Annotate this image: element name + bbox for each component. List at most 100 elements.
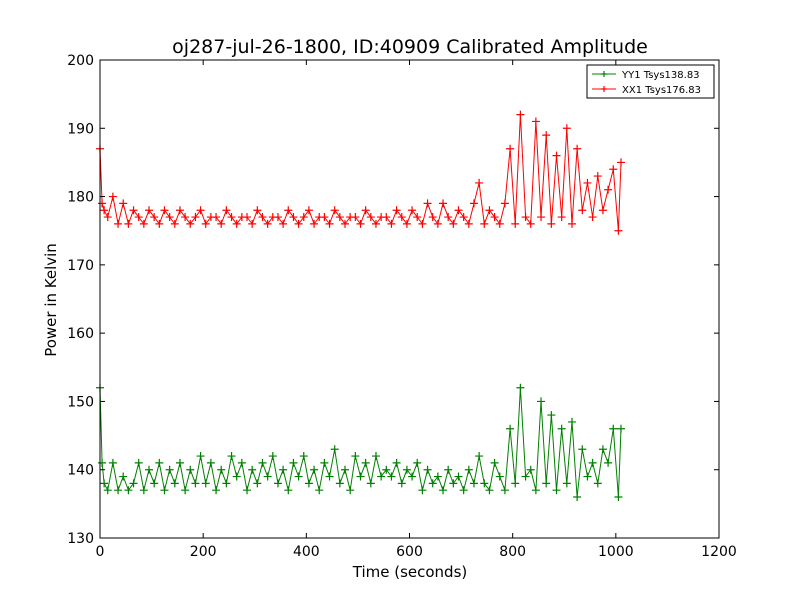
data-point: [160, 206, 169, 215]
data-point: [392, 206, 401, 215]
data-point: [531, 117, 540, 126]
data-point: [537, 397, 546, 406]
data-point: [310, 465, 319, 474]
x-tick-label: 0: [96, 544, 105, 560]
data-point: [335, 213, 344, 222]
data-point: [418, 486, 427, 495]
data-point: [294, 219, 303, 228]
y-tick-label: 200: [67, 53, 94, 69]
data-point: [495, 219, 504, 228]
data-point: [439, 486, 448, 495]
data-point: [356, 472, 365, 481]
x-axis-label: Time (seconds): [352, 563, 468, 581]
data-point: [521, 213, 530, 222]
data-point: [542, 131, 551, 140]
data-point: [341, 465, 350, 474]
data-point: [588, 213, 597, 222]
data-point: [304, 206, 313, 215]
data-point: [170, 219, 179, 228]
y-tick-label: 130: [67, 531, 94, 547]
data-point: [273, 479, 282, 488]
data-point: [573, 493, 582, 502]
data-point: [506, 424, 515, 433]
data-point: [464, 219, 473, 228]
y-tick-label: 140: [67, 463, 94, 479]
series-line-1: [99, 114, 622, 231]
data-point: [526, 219, 535, 228]
data-point: [310, 219, 319, 228]
x-tick-label: 1000: [598, 544, 634, 560]
data-point: [449, 479, 458, 488]
legend-swatch-marker: [601, 71, 607, 77]
data-point: [392, 458, 401, 467]
data-point: [418, 219, 427, 228]
data-point: [408, 472, 417, 481]
y-tick-label: 180: [67, 190, 94, 206]
data-point: [222, 206, 231, 215]
x-tick-label: 1200: [701, 544, 737, 560]
data-point: [279, 465, 288, 474]
data-point: [191, 479, 200, 488]
data-point: [227, 213, 236, 222]
data-point: [103, 213, 112, 222]
data-point: [124, 486, 133, 495]
data-point: [557, 424, 566, 433]
data-point: [567, 417, 576, 426]
data-point: [181, 213, 190, 222]
data-point: [258, 213, 267, 222]
data-point: [289, 458, 298, 467]
data-point: [485, 206, 494, 215]
data-point: [464, 465, 473, 474]
data-point: [325, 472, 334, 481]
data-point: [155, 458, 164, 467]
data-point: [423, 199, 432, 208]
data-point: [485, 486, 494, 495]
data-point: [186, 219, 195, 228]
legend-swatch-marker: [601, 86, 607, 92]
data-point: [444, 465, 453, 474]
data-point: [145, 206, 154, 215]
data-point: [578, 206, 587, 215]
data-point: [129, 206, 138, 215]
data-point: [160, 486, 169, 495]
data-point: [593, 479, 602, 488]
data-point: [526, 465, 535, 474]
x-tick-label: 600: [396, 544, 423, 560]
data-point: [335, 479, 344, 488]
data-point: [521, 472, 530, 481]
data-point: [475, 452, 484, 461]
data-point: [100, 206, 109, 215]
x-tick-label: 400: [293, 544, 320, 560]
data-point: [139, 486, 148, 495]
data-point: [433, 472, 442, 481]
data-point: [428, 213, 437, 222]
data-point: [232, 472, 241, 481]
data-point: [604, 185, 613, 194]
data-point: [119, 472, 128, 481]
data-point: [232, 219, 241, 228]
data-point: [593, 172, 602, 181]
data-point: [134, 213, 143, 222]
data-point: [542, 479, 551, 488]
data-point: [371, 452, 380, 461]
data-point: [562, 479, 571, 488]
data-point: [217, 219, 226, 228]
data-point: [377, 472, 386, 481]
data-point: [98, 458, 107, 467]
data-point: [150, 479, 159, 488]
data-point: [552, 486, 561, 495]
data-point: [454, 206, 463, 215]
data-point: [253, 206, 262, 215]
data-point: [212, 213, 221, 222]
data-point: [227, 452, 236, 461]
data-point: [490, 458, 499, 467]
data-point: [243, 213, 252, 222]
data-point: [531, 486, 540, 495]
y-tick-label: 150: [67, 394, 94, 410]
data-point: [139, 219, 148, 228]
data-point: [469, 479, 478, 488]
data-point: [108, 458, 117, 467]
data-point: [129, 479, 138, 488]
data-point: [480, 479, 489, 488]
